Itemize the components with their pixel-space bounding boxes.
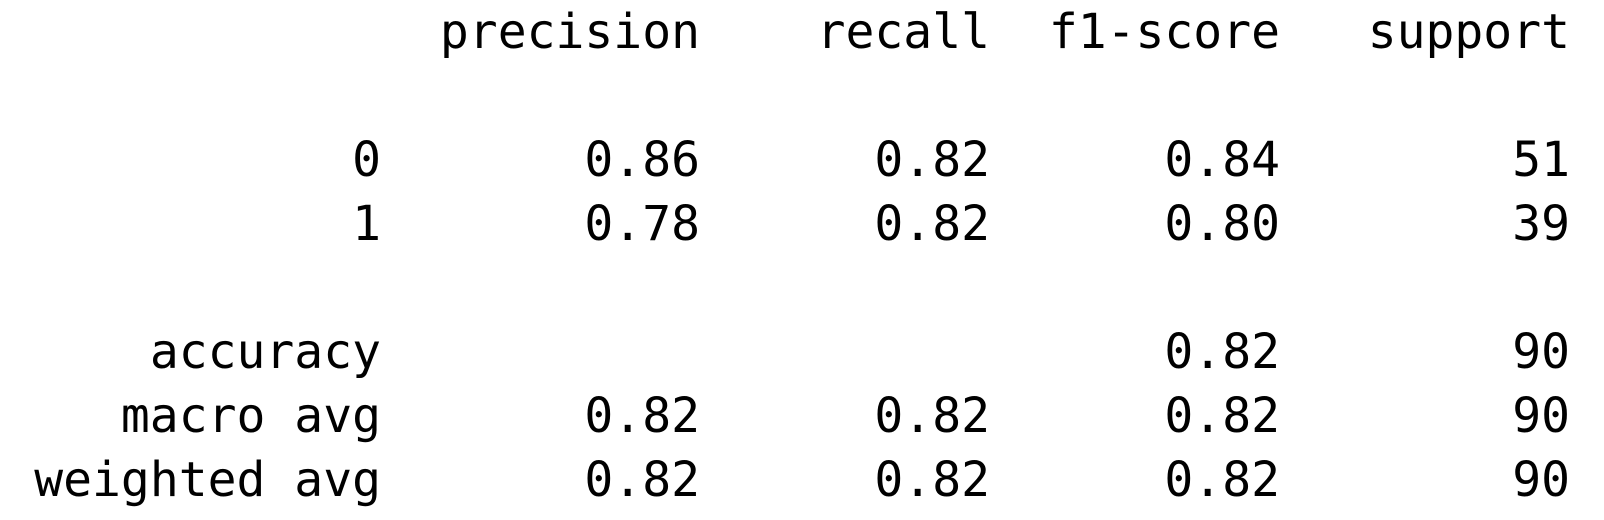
row-precision: 0.86 bbox=[584, 132, 700, 188]
row-support: 39 bbox=[1512, 196, 1570, 252]
row-support: 51 bbox=[1512, 132, 1570, 188]
header-precision: precision bbox=[439, 4, 700, 60]
row-recall: 0.82 bbox=[874, 196, 990, 252]
row-f1-score: 0.80 bbox=[1164, 196, 1280, 252]
macro-avg-f1-score: 0.82 bbox=[1164, 388, 1280, 444]
macro-avg-precision: 0.82 bbox=[584, 388, 700, 444]
macro-avg-support: 90 bbox=[1512, 388, 1570, 444]
row-label: 0 bbox=[352, 132, 381, 188]
weighted-avg-label: weighted avg bbox=[34, 452, 381, 508]
accuracy-support: 90 bbox=[1512, 324, 1570, 380]
accuracy-f1-score: 0.82 bbox=[1164, 324, 1280, 380]
row-f1-score: 0.84 bbox=[1164, 132, 1280, 188]
header-f1-score: f1-score bbox=[1048, 4, 1280, 60]
accuracy-label: accuracy bbox=[149, 324, 381, 380]
weighted-avg-recall: 0.82 bbox=[874, 452, 990, 508]
header-recall: recall bbox=[816, 4, 990, 60]
weighted-avg-support: 90 bbox=[1512, 452, 1570, 508]
weighted-avg-f1-score: 0.82 bbox=[1164, 452, 1280, 508]
macro-avg-label: macro avg bbox=[120, 388, 381, 444]
macro-avg-recall: 0.82 bbox=[874, 388, 990, 444]
row-label: 1 bbox=[352, 196, 381, 252]
header-support: support bbox=[1367, 4, 1570, 60]
row-recall: 0.82 bbox=[874, 132, 990, 188]
weighted-avg-precision: 0.82 bbox=[584, 452, 700, 508]
row-precision: 0.78 bbox=[584, 196, 700, 252]
